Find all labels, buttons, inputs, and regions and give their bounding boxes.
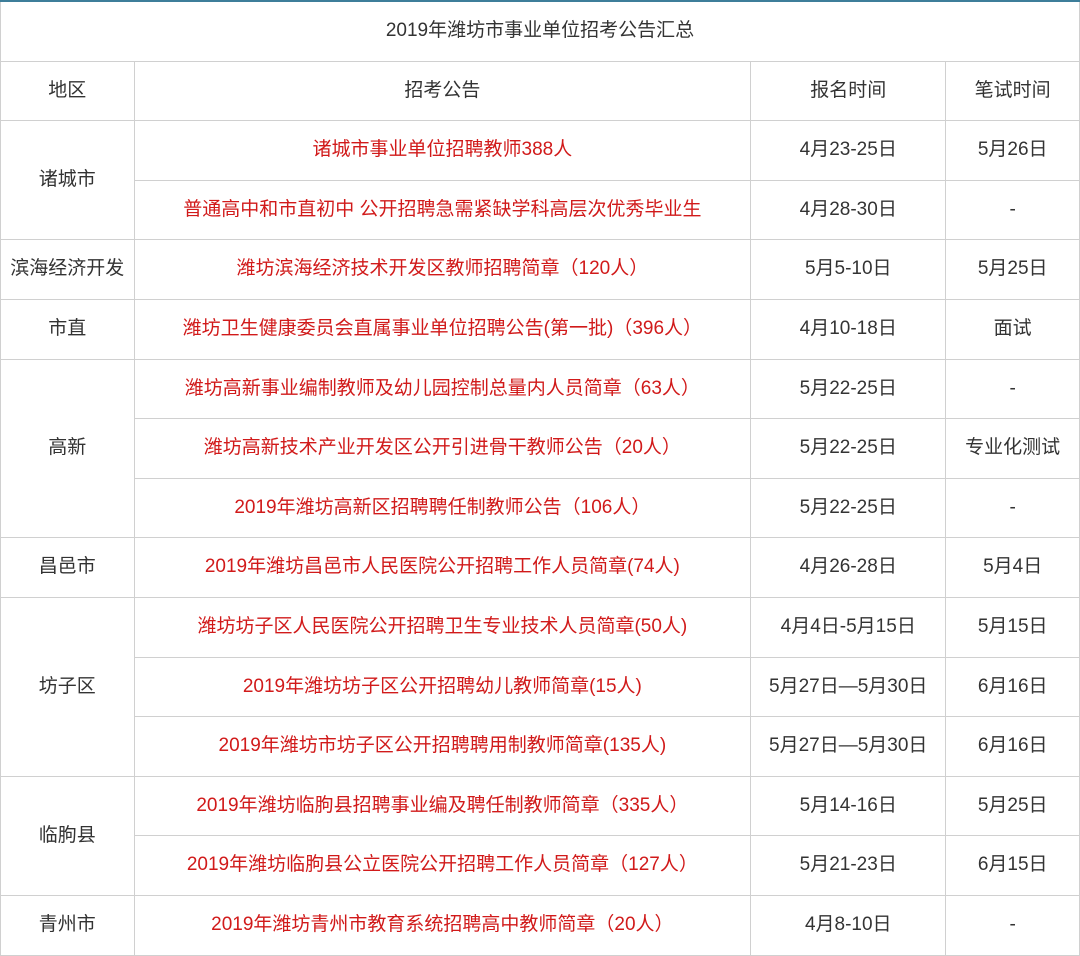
region-cell: 市直 [1,299,135,359]
col-header-exam: 笔试时间 [946,61,1080,121]
announcement-link[interactable]: 2019年潍坊坊子区公开招聘幼儿教师简章(15人) [134,657,751,717]
exam-cell: 5月15日 [946,597,1080,657]
announcement-link[interactable]: 2019年潍坊青州市教育系统招聘高中教师简章（20人） [134,895,751,955]
announcement-link[interactable]: 潍坊高新事业编制教师及幼儿园控制总量内人员简章（63人） [134,359,751,419]
region-cell: 高新 [1,359,135,538]
table-row: 青州市2019年潍坊青州市教育系统招聘高中教师简章（20人）4月8-10日- [1,895,1080,955]
region-cell: 临朐县 [1,776,135,895]
announcement-link[interactable]: 2019年潍坊市坊子区公开招聘聘用制教师简章(135人) [134,717,751,777]
table-row: 普通高中和市直初中 公开招聘急需紧缺学科高层次优秀毕业生4月28-30日- [1,180,1080,240]
title-row: 2019年潍坊市事业单位招考公告汇总 [1,2,1080,61]
table-row: 市直潍坊卫生健康委员会直属事业单位招聘公告(第一批)（396人）4月10-18日… [1,299,1080,359]
table-row: 坊子区潍坊坊子区人民医院公开招聘卫生专业技术人员简章(50人)4月4日-5月15… [1,597,1080,657]
registration-cell: 5月21-23日 [751,836,946,896]
table-title: 2019年潍坊市事业单位招考公告汇总 [1,2,1080,61]
registration-cell: 4月8-10日 [751,895,946,955]
exam-cell: 6月15日 [946,836,1080,896]
registration-cell: 5月5-10日 [751,240,946,300]
exam-cell: - [946,359,1080,419]
registration-cell: 5月22-25日 [751,478,946,538]
exam-cell: 5月26日 [946,121,1080,181]
region-cell: 诸城市 [1,121,135,240]
registration-cell: 4月4日-5月15日 [751,597,946,657]
table-row: 临朐县2019年潍坊临朐县招聘事业编及聘任制教师简章（335人）5月14-16日… [1,776,1080,836]
table-row: 昌邑市2019年潍坊昌邑市人民医院公开招聘工作人员简章(74人)4月26-28日… [1,538,1080,598]
exam-cell: 5月25日 [946,776,1080,836]
table-row: 2019年潍坊市坊子区公开招聘聘用制教师简章(135人)5月27日—5月30日6… [1,717,1080,777]
exam-cell: 6月16日 [946,717,1080,777]
announcement-link[interactable]: 潍坊滨海经济技术开发区教师招聘简章（120人） [134,240,751,300]
exam-cell: - [946,478,1080,538]
registration-cell: 4月10-18日 [751,299,946,359]
table-row: 潍坊高新技术产业开发区公开引进骨干教师公告（20人）5月22-25日专业化测试 [1,419,1080,479]
announcement-link[interactable]: 诸城市事业单位招聘教师388人 [134,121,751,181]
table-row: 高新潍坊高新事业编制教师及幼儿园控制总量内人员简章（63人）5月22-25日- [1,359,1080,419]
region-cell: 坊子区 [1,597,135,776]
exam-cell: 专业化测试 [946,419,1080,479]
region-cell: 滨海经济开发 [1,240,135,300]
registration-cell: 5月27日—5月30日 [751,717,946,777]
table-row: 2019年潍坊坊子区公开招聘幼儿教师简章(15人)5月27日—5月30日6月16… [1,657,1080,717]
table-row: 2019年潍坊高新区招聘聘任制教师公告（106人）5月22-25日- [1,478,1080,538]
header-row: 地区 招考公告 报名时间 笔试时间 [1,61,1080,121]
exam-cell: 5月25日 [946,240,1080,300]
registration-cell: 5月27日—5月30日 [751,657,946,717]
announcement-link[interactable]: 2019年潍坊高新区招聘聘任制教师公告（106人） [134,478,751,538]
registration-cell: 5月22-25日 [751,419,946,479]
announcement-link[interactable]: 2019年潍坊昌邑市人民医院公开招聘工作人员简章(74人) [134,538,751,598]
announcement-link[interactable]: 潍坊高新技术产业开发区公开引进骨干教师公告（20人） [134,419,751,479]
announcement-link[interactable]: 2019年潍坊临朐县公立医院公开招聘工作人员简章（127人） [134,836,751,896]
exam-cell: 6月16日 [946,657,1080,717]
exam-cell: 面试 [946,299,1080,359]
announcement-link[interactable]: 潍坊卫生健康委员会直属事业单位招聘公告(第一批)（396人） [134,299,751,359]
registration-cell: 4月23-25日 [751,121,946,181]
region-cell: 青州市 [1,895,135,955]
registration-cell: 4月28-30日 [751,180,946,240]
registration-cell: 5月22-25日 [751,359,946,419]
table-row: 诸城市诸城市事业单位招聘教师388人4月23-25日5月26日 [1,121,1080,181]
col-header-region: 地区 [1,61,135,121]
col-header-registration: 报名时间 [751,61,946,121]
registration-cell: 4月26-28日 [751,538,946,598]
table-row: 2019年潍坊临朐县公立医院公开招聘工作人员简章（127人）5月21-23日6月… [1,836,1080,896]
region-cell: 昌邑市 [1,538,135,598]
announcement-link[interactable]: 潍坊坊子区人民医院公开招聘卫生专业技术人员简章(50人) [134,597,751,657]
announcement-link[interactable]: 2019年潍坊临朐县招聘事业编及聘任制教师简章（335人） [134,776,751,836]
exam-cell: - [946,895,1080,955]
exam-cell: 5月4日 [946,538,1080,598]
table-row: 滨海经济开发潍坊滨海经济技术开发区教师招聘简章（120人）5月5-10日5月25… [1,240,1080,300]
col-header-announcement: 招考公告 [134,61,751,121]
registration-cell: 5月14-16日 [751,776,946,836]
announcement-table: 2019年潍坊市事业单位招考公告汇总 地区 招考公告 报名时间 笔试时间 诸城市… [0,2,1080,956]
announcement-link[interactable]: 普通高中和市直初中 公开招聘急需紧缺学科高层次优秀毕业生 [134,180,751,240]
exam-cell: - [946,180,1080,240]
table-container: 2019年潍坊市事业单位招考公告汇总 地区 招考公告 报名时间 笔试时间 诸城市… [0,0,1080,956]
